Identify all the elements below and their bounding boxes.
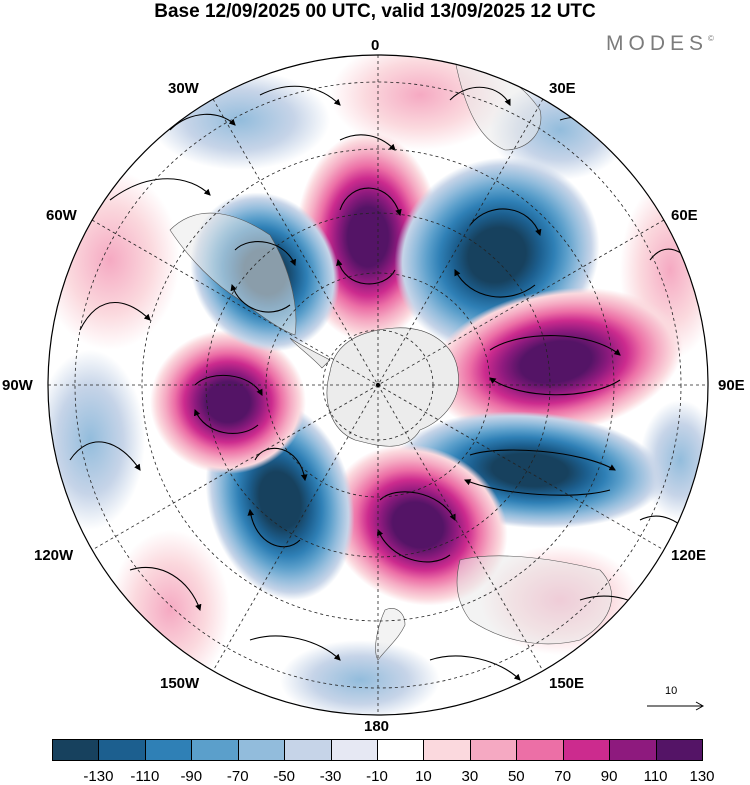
- lon-label-60w: 60W: [46, 207, 77, 224]
- colorbar-tick-label: -70: [226, 768, 249, 785]
- australia: [456, 555, 612, 645]
- colorbar-tick-label: -10: [366, 768, 388, 785]
- brand-mark: ©: [708, 34, 714, 43]
- weak-positive-west: [48, 170, 180, 350]
- colorbar-tick-label: 50: [507, 768, 525, 785]
- weak-negative-south: [280, 640, 440, 715]
- colorbar-swatch: [144, 739, 193, 761]
- colorbar-swatch: [655, 739, 703, 761]
- colorbar-tick-label: 90: [600, 768, 618, 785]
- colorbar-tick-label: 110: [643, 768, 668, 785]
- colorbar-tick-label: 10: [415, 768, 432, 785]
- vector-reference: 10: [645, 685, 705, 714]
- lon-label-150e: 150E: [549, 675, 585, 692]
- positive-center-95w: [150, 330, 306, 474]
- south-america: [169, 212, 297, 336]
- colorbar-swatch: [377, 739, 425, 761]
- map-title: Base 12/09/2025 00 UTC, valid 13/09/2025…: [154, 1, 596, 22]
- antarctic-peninsula: [289, 337, 331, 369]
- colorbar-swatch: [469, 739, 518, 761]
- colorbar-swatch: [609, 739, 657, 761]
- lon-label-150w: 150W: [160, 675, 200, 692]
- lon-label-30w: 30W: [168, 80, 199, 97]
- lon-label-30e: 30E: [549, 80, 576, 97]
- lon-label-60e: 60E: [671, 207, 698, 224]
- brand-name: MODES: [606, 32, 709, 55]
- vector-reference-value: 10: [665, 685, 678, 697]
- new-zealand: [375, 608, 406, 661]
- colorbar-swatch: [516, 739, 564, 761]
- colorbar-swatch: [330, 739, 378, 761]
- south-pole-marker: [375, 382, 381, 388]
- colorbar-tick-label: -50: [273, 768, 295, 785]
- colorbar-swatch: [562, 739, 611, 761]
- colorbar-swatch: [423, 739, 471, 761]
- lon-label-180: 180: [364, 718, 390, 735]
- colorbar-swatch: [237, 739, 286, 761]
- map-border: [47, 54, 709, 716]
- lon-label-120e: 120E: [671, 547, 707, 564]
- colorbar-tick-label: 30: [461, 768, 479, 785]
- lon-label-120w: 120W: [34, 547, 74, 564]
- colorbar: [52, 739, 703, 763]
- lon-label-90e: 90E: [718, 377, 745, 394]
- weak-positive-sw: [110, 530, 230, 690]
- modes-logo: MODES©: [606, 32, 714, 56]
- colorbar-tick-label: 130: [689, 768, 715, 785]
- weak-negative-west: [48, 350, 145, 530]
- colorbar-tick-label: -30: [319, 768, 342, 785]
- vector-reference-arrow: [647, 701, 705, 711]
- colorbar-swatch: [52, 739, 100, 761]
- lon-label-90w: 90W: [2, 377, 33, 394]
- colorbar-tick-label: -130: [83, 768, 114, 785]
- colorbar-swatch: [191, 739, 239, 761]
- colorbar-tick-label: 70: [554, 768, 572, 785]
- positive-center-85e: [429, 287, 683, 437]
- colorbar-tick-label: -110: [130, 768, 160, 785]
- colorbar-tick-label: -90: [180, 768, 203, 785]
- colorbar-swatch: [284, 739, 332, 761]
- colorbar-swatch: [98, 739, 146, 761]
- lon-label-0: 0: [371, 37, 380, 54]
